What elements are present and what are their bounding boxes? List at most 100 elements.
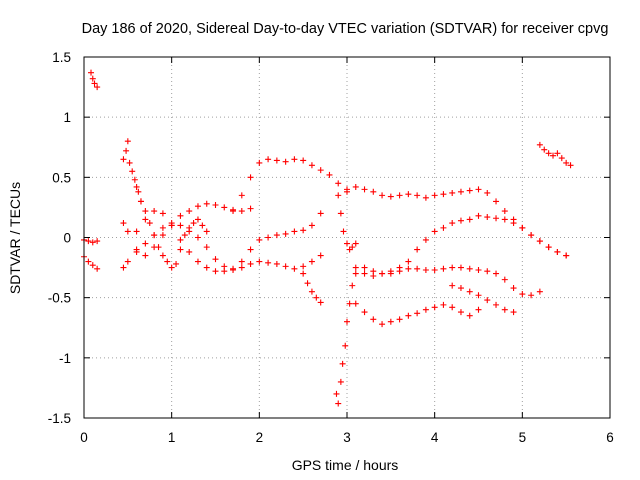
data-point [256, 258, 263, 265]
data-point [563, 252, 570, 259]
data-point [151, 208, 158, 215]
data-point [344, 240, 350, 247]
data-point [342, 342, 349, 349]
data-point [89, 262, 96, 269]
y-tick-label: 0 [63, 231, 71, 246]
data-point [256, 159, 263, 166]
data-point [203, 200, 210, 207]
series-arc-e [120, 200, 254, 259]
data-point [440, 191, 447, 198]
data-point [379, 270, 386, 277]
x-tick-label: 5 [519, 430, 527, 445]
data-point [567, 162, 574, 169]
data-point [142, 252, 149, 259]
data-point [317, 299, 324, 306]
y-axis-label: SDTVAR / TECUs [7, 182, 23, 294]
data-point [256, 236, 263, 243]
data-point [238, 192, 245, 199]
data-point [414, 265, 421, 272]
data-point [181, 232, 188, 239]
data-point [133, 228, 140, 235]
data-point [466, 265, 473, 272]
data-point [541, 146, 548, 153]
series-arc-h [137, 198, 210, 271]
data-point [370, 268, 377, 275]
y-tick-label: -1 [59, 351, 71, 366]
data-point [396, 268, 403, 275]
data-point [510, 285, 517, 292]
y-tick-label: -0.5 [48, 291, 71, 306]
data-point [273, 232, 280, 239]
data-point [558, 155, 565, 162]
data-point [501, 276, 508, 283]
data-point [484, 189, 491, 196]
data-point [519, 224, 526, 231]
data-point [133, 248, 140, 255]
data-point [431, 304, 438, 311]
data-point [247, 205, 254, 212]
y-tick-label: 1.5 [52, 50, 71, 65]
data-point [120, 156, 127, 163]
data-point [361, 186, 368, 193]
data-point [221, 268, 228, 275]
chart-title: Day 186 of 2020, Sidereal Day-to-day VTE… [82, 21, 609, 37]
data-point [203, 244, 210, 251]
data-point [457, 217, 464, 224]
data-point [449, 220, 456, 227]
data-point [536, 141, 543, 148]
data-point [177, 222, 184, 229]
data-point [146, 220, 153, 227]
data-point [545, 150, 552, 157]
data-point [265, 156, 272, 163]
data-point [212, 202, 219, 209]
data-point [550, 152, 557, 159]
data-point [414, 192, 421, 199]
data-point [501, 208, 508, 215]
data-point [337, 210, 344, 217]
data-point [131, 176, 138, 183]
data-point [177, 212, 184, 219]
series-arc-r [536, 141, 574, 169]
series-arc-n [352, 212, 570, 280]
data-point [349, 244, 356, 251]
data-point [466, 187, 473, 194]
data-point [247, 174, 254, 181]
data-point [194, 216, 201, 223]
data-point [173, 260, 180, 267]
data-point [142, 240, 149, 247]
series-arc-g [133, 208, 324, 275]
data-point [94, 238, 101, 245]
data-point [440, 301, 447, 308]
data-point [501, 306, 508, 313]
data-point [493, 301, 500, 308]
data-point [212, 256, 219, 263]
data-point [510, 309, 517, 316]
data-point [475, 306, 482, 313]
data-point [164, 258, 171, 265]
data-point [168, 222, 175, 229]
data-point [361, 264, 368, 271]
data-point [85, 238, 92, 245]
data-point [493, 198, 500, 205]
data-point [352, 240, 359, 247]
data-point [528, 232, 535, 239]
data-point [405, 258, 412, 265]
data-point [194, 258, 201, 265]
data-point [177, 246, 184, 253]
data-point [135, 188, 142, 195]
data-point [317, 210, 324, 217]
data-point [352, 264, 359, 271]
data-point [247, 260, 254, 267]
data-point [126, 159, 133, 166]
series-arc-o [352, 300, 482, 328]
data-point [484, 268, 491, 275]
data-point [422, 236, 429, 243]
data-point [344, 188, 350, 195]
series-arc-f [120, 210, 324, 272]
data-point [142, 216, 149, 223]
data-point [449, 304, 456, 311]
data-point [317, 252, 324, 259]
data-point [282, 158, 289, 165]
data-point [291, 228, 298, 235]
